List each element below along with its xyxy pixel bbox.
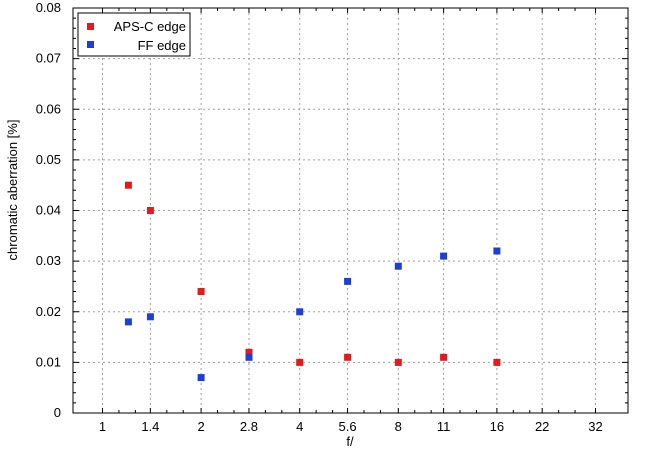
- x-tick-label: 22: [535, 419, 549, 434]
- aps-c-point: [124, 181, 132, 189]
- aps-c-point: [344, 353, 352, 361]
- ff-point: [344, 277, 352, 285]
- ff-point: [440, 252, 448, 260]
- legend-label-aps-c: APS-C edge: [114, 19, 186, 34]
- aps-c-point: [493, 358, 501, 366]
- ff-point: [124, 318, 132, 326]
- x-tick-label: 5.6: [339, 419, 357, 434]
- y-tick-label: 0.08: [36, 0, 61, 15]
- y-tick-label: 0.01: [36, 354, 61, 369]
- ff-point: [493, 247, 501, 255]
- ff-point: [146, 313, 154, 321]
- y-tick-label: 0.07: [36, 51, 61, 66]
- ff-point: [394, 262, 402, 270]
- aps-c-point: [296, 358, 304, 366]
- grid: [73, 8, 628, 413]
- x-tick-label: 2: [197, 419, 204, 434]
- x-axis-title: f/: [346, 434, 354, 449]
- aps-c-point: [394, 358, 402, 366]
- y-tick-labels: 0 0.01 0.02 0.03 0.04 0.05 0.06 0.07 0.08: [36, 0, 61, 420]
- x-tick-label: 8: [395, 419, 402, 434]
- data-points: [124, 181, 501, 382]
- legend-marker-aps-c: [87, 23, 94, 30]
- x-tick-label: 1.4: [141, 419, 159, 434]
- x-tick-label: 2.8: [240, 419, 258, 434]
- y-tick-label: 0.05: [36, 152, 61, 167]
- x-tick-label: 11: [437, 419, 451, 434]
- y-tick-label: 0.03: [36, 253, 61, 268]
- y-axis-title: chromatic aberration [%]: [5, 120, 20, 261]
- x-tick-label: 4: [296, 419, 303, 434]
- y-tick-label: 0.02: [36, 304, 61, 319]
- ff-point: [245, 353, 253, 361]
- aps-c-point: [197, 288, 205, 295]
- x-tick-labels: 1 1.4 2 2.8 4 5.6 8 11 16 22 32: [99, 419, 603, 434]
- legend-box: [77, 12, 191, 57]
- y-tick-label: 0.04: [36, 203, 61, 218]
- x-tick-label: 32: [588, 419, 602, 434]
- y-tick-label: 0.06: [36, 101, 61, 116]
- y-tick-label: 0: [54, 405, 61, 420]
- x-tick-label: 16: [490, 419, 504, 434]
- aps-c-point: [440, 353, 448, 361]
- ff-point: [296, 308, 304, 316]
- ff-point: [197, 374, 205, 382]
- aps-c-point: [245, 348, 253, 356]
- legend: APS-C edge FF edge: [77, 12, 191, 57]
- axis-ticks: [73, 7, 628, 414]
- x-tick-label: 1: [99, 419, 106, 434]
- legend-label-ff: FF edge: [138, 38, 186, 53]
- legend-marker-ff: [87, 41, 94, 48]
- aps-c-point: [146, 207, 154, 214]
